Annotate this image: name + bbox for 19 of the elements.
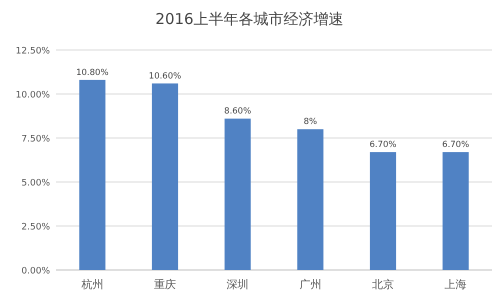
ytick: 5.00% — [21, 178, 50, 188]
ytick: 7.50% — [21, 134, 50, 144]
value-label: 6.70% — [370, 140, 396, 150]
xtick: 深圳 — [226, 278, 249, 291]
xtick: 广州 — [299, 278, 322, 291]
value-label: 10.80% — [76, 68, 109, 78]
value-label: 8% — [304, 117, 318, 128]
value-label: 10.60% — [148, 71, 182, 82]
xtick: 重庆 — [154, 278, 176, 291]
title: 2016上半年各城市经济增速 — [155, 10, 344, 28]
ytick: 2.50% — [21, 222, 50, 232]
ytick: 10.00% — [16, 90, 50, 100]
ytick: 0.00% — [21, 266, 50, 276]
xtick: 北京 — [372, 278, 394, 291]
ytick: 12.50% — [16, 46, 50, 56]
xtick: 上海 — [444, 278, 467, 291]
xtick: 杭州 — [81, 278, 104, 291]
value-label: 6.70% — [442, 140, 470, 150]
value-label: 8.60% — [224, 106, 252, 117]
